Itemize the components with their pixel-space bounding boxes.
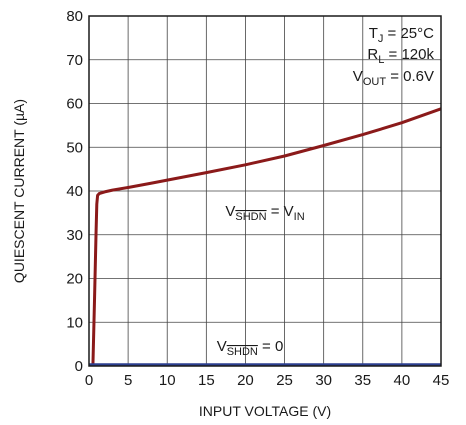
- x-tick-label: 20: [237, 372, 254, 389]
- x-tick-label: 0: [85, 372, 93, 389]
- series-label-vshdn-vin: VSHDN = VIN: [225, 203, 304, 223]
- y-tick-label: 40: [66, 183, 83, 200]
- plot-frame: [88, 15, 442, 367]
- x-axis-label: INPUT VOLTAGE (V): [199, 403, 331, 419]
- annotation-vout: VOUT = 0.6V: [353, 68, 434, 88]
- series-line-vshdn-vin: [91, 107, 442, 367]
- x-tick-label: 15: [198, 372, 215, 389]
- x-tick-label: 35: [354, 372, 371, 389]
- y-tick-label: 50: [66, 139, 83, 156]
- y-tick-label: 30: [66, 227, 83, 244]
- annotation-tj: TJ = 25°C: [369, 25, 434, 45]
- y-tick-label: 70: [66, 52, 83, 69]
- grid: [89, 16, 441, 366]
- y-tick-label: 80: [66, 8, 83, 25]
- x-tick-label: 45: [433, 372, 450, 389]
- x-tick-label: 5: [124, 372, 132, 389]
- x-tick-label: 10: [159, 372, 176, 389]
- series-group: [89, 107, 442, 367]
- tick-labels: 0 5 10 15 20 25 30 35 40 45 0 10 20 30 40 50 60 70 80: [66, 8, 449, 389]
- annotation-rl: RL = 120k: [367, 46, 434, 66]
- series-label-vshdn-0: VSHDN = 0: [217, 338, 284, 358]
- y-tick-label: 10: [66, 314, 83, 331]
- x-tick-label: 30: [315, 372, 332, 389]
- y-axis-label: QUIESCENT CURRENT (µA): [11, 99, 27, 283]
- x-tick-label: 25: [276, 372, 293, 389]
- x-tick-label: 40: [394, 372, 411, 389]
- y-tick-label: 60: [66, 96, 83, 113]
- y-tick-label: 0: [75, 358, 83, 375]
- y-tick-label: 20: [66, 271, 83, 288]
